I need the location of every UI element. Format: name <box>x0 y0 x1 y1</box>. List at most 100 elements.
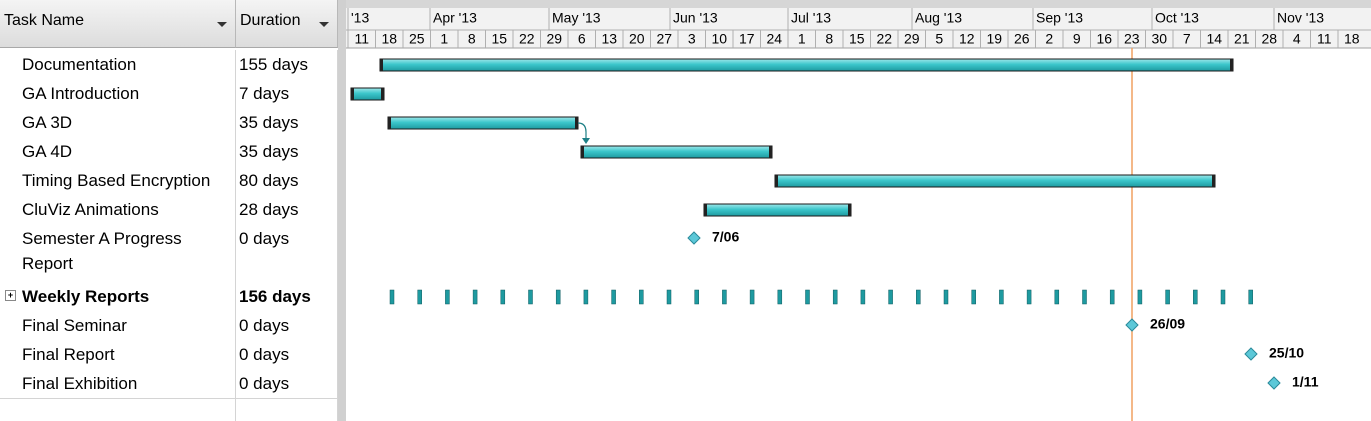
bar-cap <box>704 204 707 216</box>
weekly-report-tick <box>1054 289 1060 305</box>
week-label: 18 <box>1344 31 1360 47</box>
weekly-report-tick <box>1193 289 1198 305</box>
task-bar <box>774 174 1216 188</box>
milestone-label: 26/09 <box>1150 316 1185 332</box>
milestone <box>1267 376 1281 390</box>
week-label: 26 <box>1014 31 1030 47</box>
weekly-report-tick <box>832 289 838 305</box>
weekly-report-tick <box>777 289 783 305</box>
task-bar <box>580 145 773 159</box>
week-label: 29 <box>904 31 920 47</box>
bar-cap <box>388 117 391 129</box>
task-bar <box>350 87 385 101</box>
bar-cap <box>775 175 778 187</box>
week-label: 12 <box>959 31 975 47</box>
bar-cap <box>1212 175 1215 187</box>
week-label: 20 <box>629 31 645 47</box>
task-name: CluViz Animations <box>0 195 236 224</box>
week-label: 8 <box>468 31 476 47</box>
task-name: Documentation <box>0 50 236 79</box>
week-label: 22 <box>876 31 892 47</box>
bar-cap <box>575 117 578 129</box>
task-duration: 80 days <box>236 166 338 195</box>
top-band <box>0 0 1371 8</box>
task-duration: 0 days <box>236 224 338 282</box>
task-table: Task Name Duration Documentation 155 days… <box>0 0 338 421</box>
weekly-report-tick <box>971 289 976 305</box>
milestone <box>1125 318 1139 332</box>
weekly-report-tick <box>860 289 866 305</box>
week-label: 14 <box>1206 31 1222 47</box>
task-duration: 156 days <box>236 282 338 311</box>
expand-toggle[interactable]: + <box>5 290 16 301</box>
task-duration: 155 days <box>236 50 338 79</box>
weekly-report-tick <box>666 289 672 305</box>
week-label: 11 <box>354 31 369 47</box>
week-label: 1 <box>798 31 806 47</box>
milestone-label: 25/10 <box>1269 345 1304 361</box>
week-label: 15 <box>849 31 865 47</box>
weekly-report-tick <box>528 289 533 305</box>
task-name: Final Report <box>0 340 236 369</box>
task-name: Semester A Progress Report <box>0 224 236 282</box>
weekly-report-tick <box>1082 289 1087 305</box>
week-label: 4 <box>1293 31 1301 47</box>
bar-cap <box>1230 59 1233 71</box>
column-divider <box>0 398 236 421</box>
week-label: 29 <box>546 31 562 47</box>
task-duration: 35 days <box>236 108 338 137</box>
task-duration: 0 days <box>236 369 338 398</box>
week-label: 19 <box>986 31 1002 47</box>
week-label: 10 <box>711 31 727 47</box>
milestone <box>1244 347 1258 361</box>
month-label: '13 <box>351 10 369 26</box>
week-label: 1 <box>440 31 448 47</box>
task-duration: 7 days <box>236 79 338 108</box>
task-duration: 0 days <box>236 340 338 369</box>
task-duration: 35 days <box>236 137 338 166</box>
bar-cap <box>769 146 772 158</box>
task-bar <box>379 58 1234 72</box>
task-name: Weekly Reports + <box>0 282 236 311</box>
bar-cap <box>351 88 354 100</box>
weekly-report-tick <box>722 289 727 305</box>
weekly-report-tick <box>611 289 616 305</box>
weekly-report-tick <box>1026 289 1032 305</box>
task-name: Final Exhibition <box>0 369 236 398</box>
weekly-report-tick <box>1220 289 1226 305</box>
week-label: 9 <box>1073 31 1081 47</box>
duration-header[interactable]: Duration <box>236 0 338 48</box>
bar-cap <box>380 59 383 71</box>
weekly-report-tick <box>1109 289 1115 305</box>
bar-cap <box>848 204 851 216</box>
task-name-header[interactable]: Task Name <box>0 0 236 48</box>
milestone <box>687 231 701 245</box>
dependency-link <box>577 122 587 141</box>
weekly-report-tick <box>639 289 644 305</box>
weekly-report-tick <box>943 289 949 305</box>
week-label: 2 <box>1045 31 1053 47</box>
weekly-report-tick <box>583 289 589 305</box>
task-name: GA 4D <box>0 137 236 166</box>
weekly-report-tick <box>1248 289 1253 305</box>
dependency-arrow <box>582 138 590 144</box>
weekly-report-tick <box>749 289 755 305</box>
month-label: May '13 <box>552 10 601 26</box>
week-label: 30 <box>1151 31 1167 47</box>
week-label: 15 <box>491 31 507 47</box>
month-label: Oct '13 <box>1155 10 1199 26</box>
month-label: Apr '13 <box>433 10 477 26</box>
row-separator <box>0 398 338 421</box>
weekly-report-tick <box>417 289 422 305</box>
week-label: 11 <box>1317 31 1332 47</box>
month-label: Jul '13 <box>791 10 831 26</box>
splitter[interactable] <box>338 0 346 421</box>
weekly-report-tick <box>888 289 893 305</box>
task-name: GA Introduction <box>0 79 236 108</box>
task-duration: 28 days <box>236 195 338 224</box>
week-label: 18 <box>381 31 397 47</box>
week-label: 5 <box>935 31 943 47</box>
weekly-report-tick <box>1137 289 1143 305</box>
task-bar <box>703 203 852 217</box>
month-label: Jun '13 <box>673 10 718 26</box>
